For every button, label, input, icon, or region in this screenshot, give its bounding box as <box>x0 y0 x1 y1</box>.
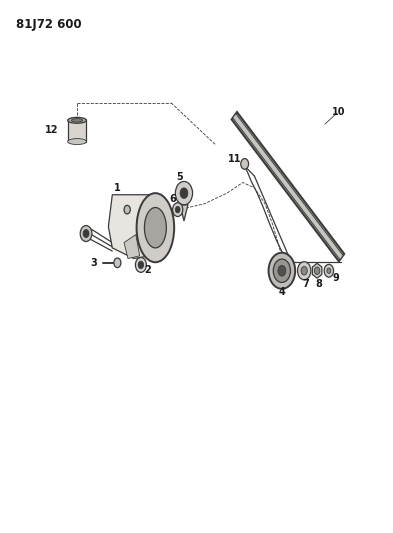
Text: 6: 6 <box>170 194 176 204</box>
Text: 81J72 600: 81J72 600 <box>17 18 82 31</box>
Circle shape <box>175 206 180 213</box>
Circle shape <box>136 257 146 272</box>
Circle shape <box>114 258 121 268</box>
Circle shape <box>80 225 92 241</box>
Text: 12: 12 <box>45 125 59 135</box>
Ellipse shape <box>68 139 86 144</box>
Polygon shape <box>124 235 140 259</box>
Circle shape <box>180 188 188 198</box>
Ellipse shape <box>72 119 83 122</box>
Circle shape <box>124 205 130 214</box>
Polygon shape <box>233 114 343 260</box>
Ellipse shape <box>137 193 174 262</box>
Text: 1: 1 <box>114 183 121 193</box>
Polygon shape <box>108 195 161 259</box>
Circle shape <box>83 230 89 238</box>
Text: 10: 10 <box>332 107 345 117</box>
Polygon shape <box>231 112 344 261</box>
Ellipse shape <box>68 117 86 123</box>
Circle shape <box>298 262 311 280</box>
Circle shape <box>314 267 320 274</box>
Text: 11: 11 <box>228 154 241 164</box>
Circle shape <box>175 181 193 205</box>
Text: 2: 2 <box>144 265 151 275</box>
Text: 9: 9 <box>332 273 339 283</box>
Circle shape <box>278 265 286 276</box>
Text: 5: 5 <box>177 172 184 182</box>
Circle shape <box>327 268 331 273</box>
Circle shape <box>324 264 334 277</box>
Text: 3: 3 <box>90 258 97 268</box>
Ellipse shape <box>144 207 166 248</box>
Text: 4: 4 <box>279 287 285 297</box>
Circle shape <box>138 261 143 269</box>
Circle shape <box>268 253 295 289</box>
Text: 7: 7 <box>302 279 309 288</box>
Circle shape <box>173 203 183 216</box>
FancyBboxPatch shape <box>68 120 86 142</box>
Text: 8: 8 <box>315 279 322 288</box>
Polygon shape <box>312 263 322 278</box>
Polygon shape <box>180 205 188 221</box>
Circle shape <box>241 159 249 169</box>
Circle shape <box>273 259 290 282</box>
Circle shape <box>301 266 307 275</box>
